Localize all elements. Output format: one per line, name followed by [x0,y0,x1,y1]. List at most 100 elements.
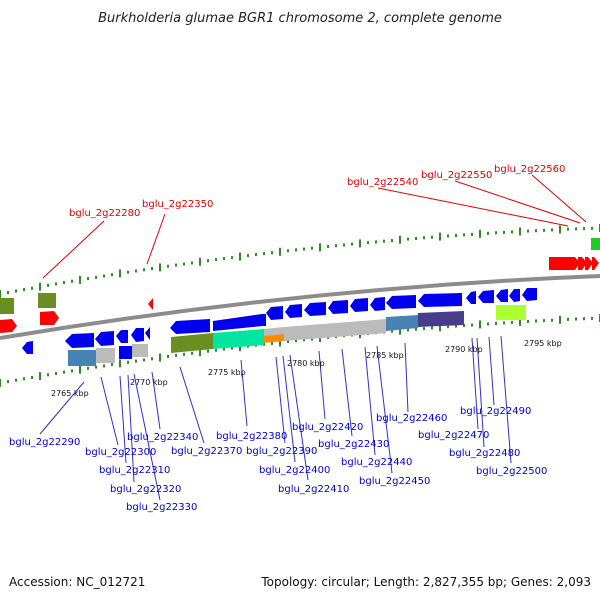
gene-block[interactable] [264,334,284,343]
tick-minor [263,252,265,256]
gene-arrow[interactable] [370,297,385,311]
gene-block[interactable] [119,346,132,359]
tick-minor [295,248,297,252]
gene-block[interactable] [213,329,264,349]
gene-label[interactable]: bglu_2g22540 [347,177,418,188]
gene-label[interactable]: bglu_2g22300 [85,447,156,458]
gene-label[interactable]: bglu_2g22340 [127,432,198,443]
gene-label[interactable]: bglu_2g22500 [476,466,547,477]
gene-label[interactable]: bglu_2g22440 [341,457,412,468]
gene-arrow[interactable] [262,314,266,326]
gene-arrow[interactable] [170,319,210,334]
gene-arrow[interactable] [304,302,326,316]
gene-block[interactable] [496,305,526,320]
gene-label[interactable]: bglu_2g22480 [449,448,520,459]
gene-block[interactable] [38,293,56,308]
tick-major [439,232,441,241]
gene-label[interactable]: bglu_2g22460 [376,413,447,424]
tick-minor [527,229,529,233]
gene-arrow[interactable] [0,319,17,333]
gene-arrow[interactable] [328,300,348,314]
tick-minor [47,283,49,287]
gene-label[interactable]: bglu_2g22560 [494,164,565,175]
gene-arrow[interactable] [22,341,33,354]
gene-arrow[interactable] [585,257,593,270]
gene-arrow[interactable] [418,293,462,307]
gene-arrow[interactable] [145,327,150,340]
gene-arrow[interactable] [549,257,580,270]
tick-major [439,323,441,332]
tick-minor [231,256,233,260]
tick-minor [511,320,513,324]
tick-minor [327,245,329,248]
gene-arrow[interactable] [350,298,368,312]
gene-block[interactable] [591,238,600,250]
gene-arrow[interactable] [116,330,128,343]
tick-minor [7,380,9,384]
gene-block[interactable] [284,319,386,341]
gene-block[interactable] [68,350,96,366]
gene-block[interactable] [418,311,464,327]
gene-label[interactable]: bglu_2g22550 [421,170,492,181]
tick-minor [575,227,577,231]
gene-arrow[interactable] [213,314,262,331]
tick-minor [15,378,17,382]
tick-minor [495,321,497,325]
tick-minor [207,349,209,353]
gene-arrow[interactable] [496,289,508,302]
gene-arrow[interactable] [386,295,416,309]
gene-label[interactable]: bglu_2g22390 [246,446,317,457]
tick-minor [455,233,457,237]
tick-minor [215,348,217,352]
tick-major [479,320,481,329]
tick-minor [391,239,393,242]
gene-arrow[interactable] [40,311,59,325]
gene-arrow[interactable] [65,333,94,348]
tick-minor [167,264,169,268]
tick-minor [271,341,273,345]
gene-label[interactable]: bglu_2g22490 [460,406,531,417]
gene-label[interactable]: bglu_2g22430 [318,439,389,450]
gene-block[interactable] [386,315,418,331]
gene-block[interactable] [132,344,148,357]
gene-label[interactable]: bglu_2g22290 [9,437,80,448]
gene-label[interactable]: bglu_2g22280 [69,208,140,219]
gene-label[interactable]: bglu_2g22330 [126,502,197,513]
gene-label[interactable]: bglu_2g22420 [292,422,363,433]
gene-label[interactable]: bglu_2g22410 [278,484,349,495]
gene-arrow[interactable] [285,304,302,318]
tick-major [39,282,41,291]
gene-arrow[interactable] [478,290,494,303]
tick-minor [311,337,313,341]
tick-minor [567,317,569,321]
gene-arrow[interactable] [522,288,537,301]
gene-arrow[interactable] [131,328,144,342]
gene-arrow[interactable] [592,257,599,270]
tick-minor [495,231,497,235]
tick-minor [343,243,345,247]
gene-block[interactable] [96,348,115,363]
tick-minor [551,318,553,322]
gene-arrow[interactable] [578,257,587,270]
gene-label[interactable]: bglu_2g22320 [110,484,181,495]
gene-block[interactable] [0,298,14,314]
gene-arrow[interactable] [509,289,520,302]
gene-block[interactable] [171,333,213,353]
gene-label[interactable]: bglu_2g22380 [216,431,287,442]
gene-label[interactable]: bglu_2g22470 [418,430,489,441]
gene-arrow[interactable] [266,306,283,320]
kbp-label: 2780 kbp [287,359,325,368]
gene-label[interactable]: bglu_2g22310 [99,465,170,476]
tick-minor [71,369,73,373]
tick-minor [207,259,209,263]
gene-arrow[interactable] [466,291,476,304]
gene-arrow[interactable] [148,298,153,310]
tick-major [319,243,321,252]
gene-label[interactable]: bglu_2g22350 [142,199,213,210]
gene-label[interactable]: bglu_2g22400 [259,465,330,476]
gene-label[interactable]: bglu_2g22450 [359,476,430,487]
tick-minor [167,355,169,358]
gene-label[interactable]: bglu_2g22370 [171,446,242,457]
tick-major [399,235,401,244]
gene-arrow[interactable] [95,331,114,346]
